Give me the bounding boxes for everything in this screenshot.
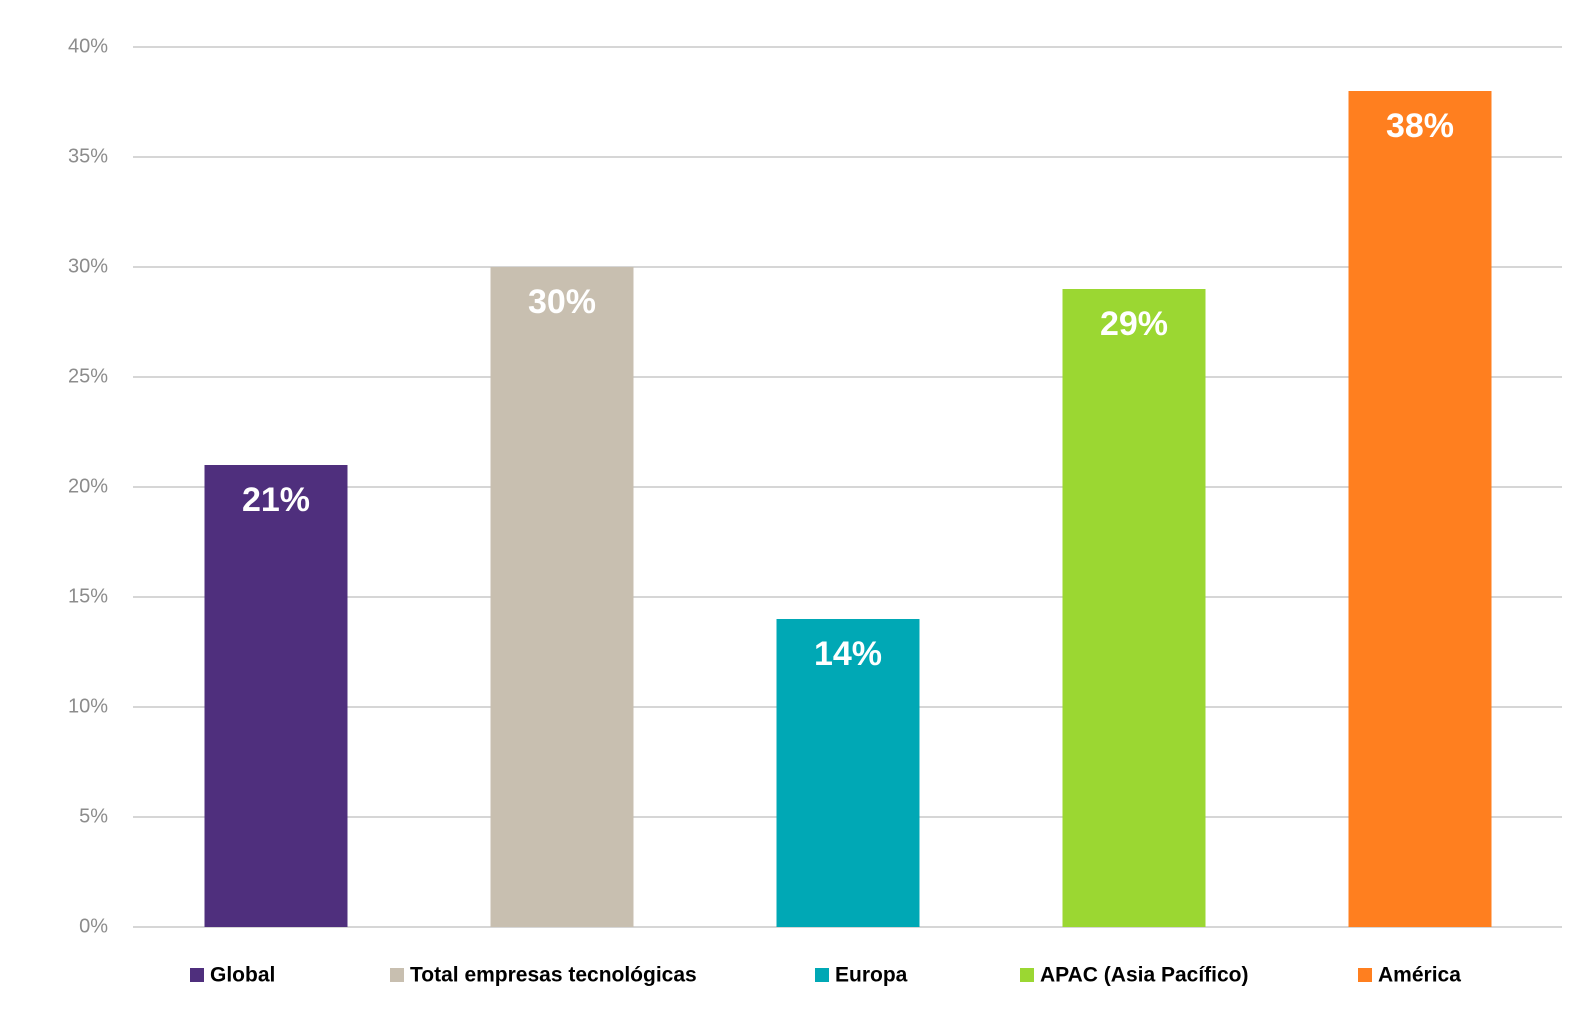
value-label: 30%: [528, 283, 596, 321]
y-tick-label: 20%: [68, 475, 108, 497]
legend-swatch: [390, 968, 404, 982]
legend-label: América: [1378, 964, 1461, 987]
bar: [490, 267, 634, 927]
value-label: 14%: [814, 635, 882, 673]
legend-label: APAC (Asia Pacífico): [1040, 964, 1249, 987]
y-tick-label: 30%: [68, 255, 108, 277]
y-tick-label: 25%: [68, 365, 108, 387]
legend-swatch: [815, 968, 829, 982]
y-tick-label: 35%: [68, 145, 108, 167]
y-tick-label: 5%: [79, 805, 108, 827]
legend-swatch: [190, 968, 204, 982]
value-label: 38%: [1386, 107, 1454, 145]
legend-label: Europa: [835, 964, 908, 987]
legend-label: Global: [210, 964, 275, 987]
value-label: 29%: [1100, 305, 1168, 343]
y-tick-label: 40%: [68, 35, 108, 57]
y-tick-label: 0%: [79, 915, 108, 937]
value-label: 21%: [242, 481, 310, 519]
bar: [1062, 289, 1206, 927]
legend-swatch: [1358, 968, 1372, 982]
legend-label: Total empresas tecnológicas: [410, 964, 697, 987]
bar: [204, 465, 348, 927]
bar: [1348, 91, 1492, 927]
y-tick-label: 10%: [68, 695, 108, 717]
legend-swatch: [1020, 968, 1034, 982]
y-tick-label: 15%: [68, 585, 108, 607]
bar: [776, 619, 920, 927]
